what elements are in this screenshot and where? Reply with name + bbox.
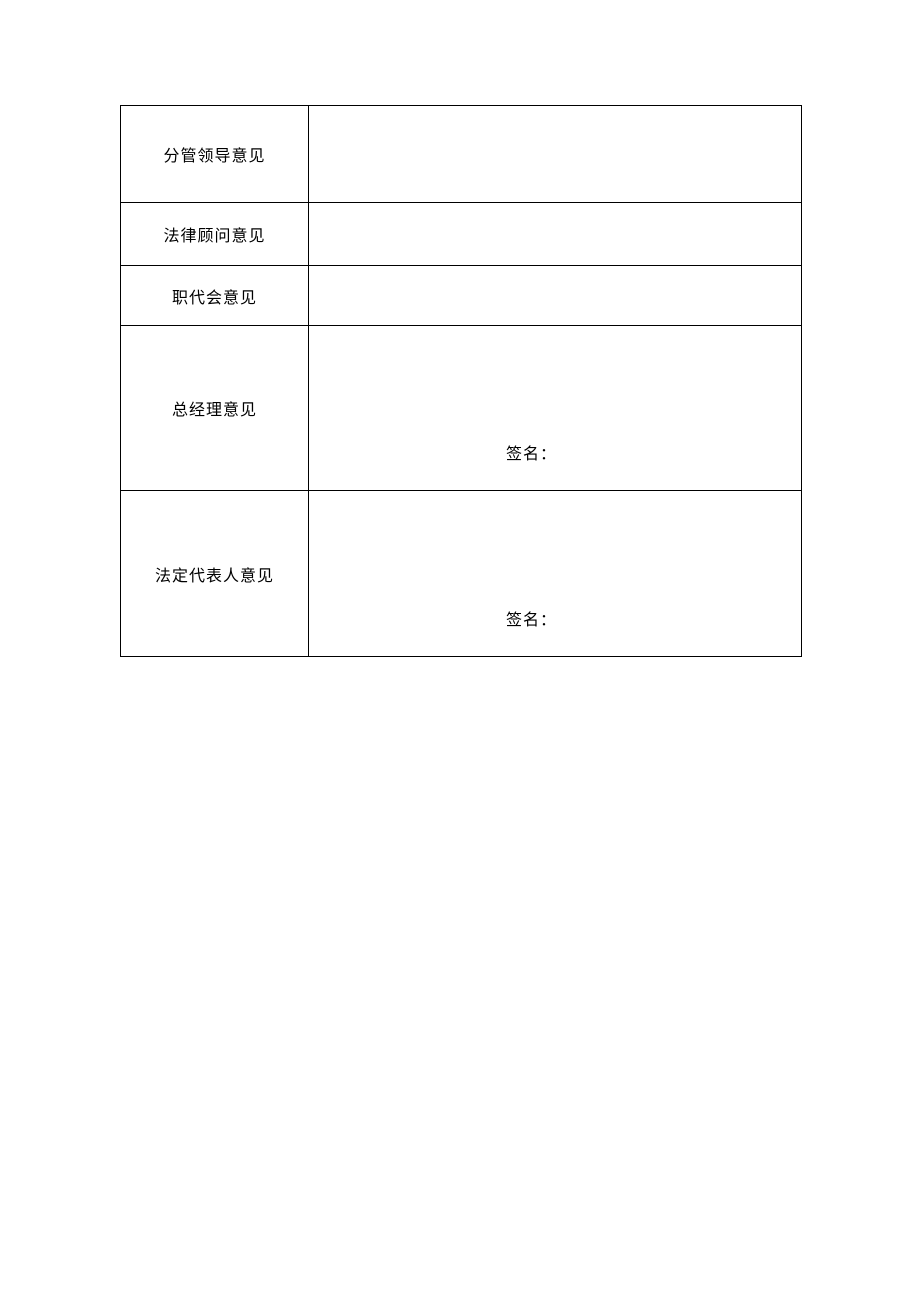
row-label-gm: 总经理意见 bbox=[121, 326, 309, 491]
row-label-legal: 法律顾问意见 bbox=[121, 203, 309, 266]
table-row: 总经理意见 签名： bbox=[121, 326, 802, 491]
table-row: 职代会意见 bbox=[121, 266, 802, 326]
row-content-legal bbox=[309, 203, 802, 266]
table-row: 分管领导意见 bbox=[121, 106, 802, 203]
signature-label-legal-rep: 签名： bbox=[506, 606, 557, 630]
row-content-congress bbox=[309, 266, 802, 326]
row-content-legal-rep: 签名： bbox=[309, 491, 802, 657]
row-label-congress: 职代会意见 bbox=[121, 266, 309, 326]
approval-table: 分管领导意见 法律顾问意见 职代会意见 总经理意见 签名： 法定代表人意见 签名… bbox=[120, 105, 802, 657]
row-label-supervisor: 分管领导意见 bbox=[121, 106, 309, 203]
table-row: 法律顾问意见 bbox=[121, 203, 802, 266]
row-content-gm: 签名： bbox=[309, 326, 802, 491]
signature-label-gm: 签名： bbox=[506, 440, 557, 464]
row-content-supervisor bbox=[309, 106, 802, 203]
row-label-legal-rep: 法定代表人意见 bbox=[121, 491, 309, 657]
table-row: 法定代表人意见 签名： bbox=[121, 491, 802, 657]
